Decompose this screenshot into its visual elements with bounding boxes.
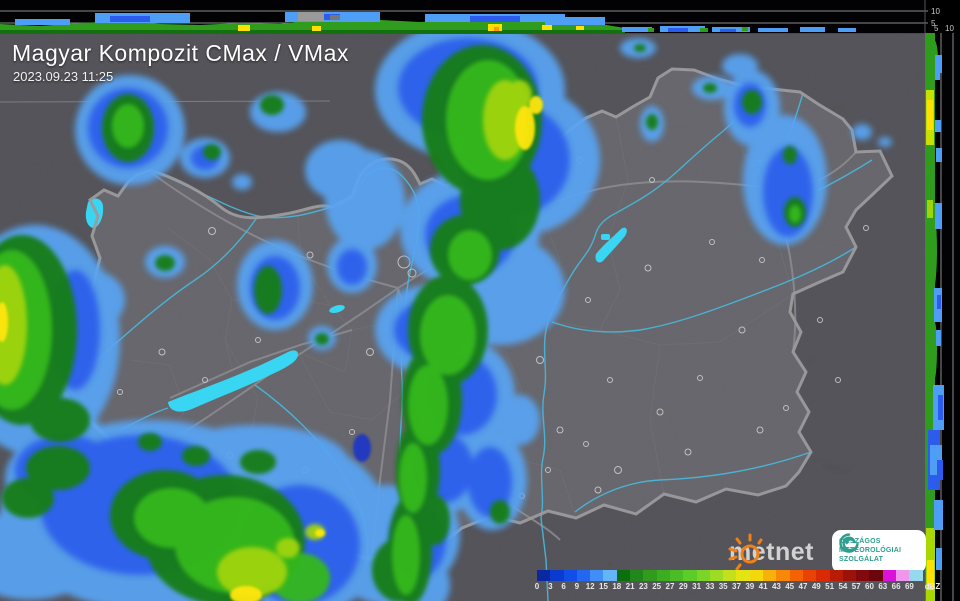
- omsz-spiral-icon: [839, 533, 859, 553]
- lake-ferto: [85, 198, 104, 228]
- dbz-scale-label: 60: [865, 582, 874, 591]
- page-title: Magyar Kompozit CMax / VMax: [12, 40, 349, 66]
- metnet-sun-icon: [728, 533, 763, 571]
- lakes: [85, 198, 627, 412]
- dbz-scale-segment: [563, 570, 577, 581]
- timestamp: 2023.09.23 11:25: [13, 69, 114, 84]
- dbz-scale-label: 29: [678, 582, 688, 591]
- dbz-scale-label: 45: [785, 582, 795, 591]
- precipitation: [0, 33, 892, 601]
- dbz-scale-segment: [776, 570, 790, 581]
- dbz-scale-label: 9: [574, 582, 580, 591]
- dbz-scale-label: 35: [718, 582, 728, 591]
- omsz-logo-text: ORSZÁGOS METEOROLÓGIAI SZOLGÁLAT: [839, 538, 901, 564]
- dbz-scale-label: 47: [798, 582, 808, 591]
- dbz-scale-segment: [842, 570, 857, 581]
- top-cross-section: 10 5: [0, 0, 940, 33]
- dbz-scale-label: 6: [561, 582, 566, 591]
- dbz-scale-label: 54: [838, 582, 848, 591]
- dbz-scale-label: 69: [904, 582, 914, 591]
- lake-balaton: [168, 350, 298, 412]
- dbz-scale-segments: [537, 570, 929, 581]
- dbz-scale-segment: [829, 570, 843, 581]
- dbz-scale-label: 12: [585, 582, 595, 591]
- dbz-scale-segment: [749, 570, 764, 581]
- dbz-scale-segment: [736, 570, 750, 581]
- metnet-logo: metnet: [727, 531, 814, 573]
- dbz-scale-segment: [590, 570, 604, 581]
- dbz-scale-segment: [816, 570, 830, 581]
- dbz-scale-label: 15: [599, 582, 608, 591]
- omsz-line3: SZOLGÁLAT: [839, 555, 884, 563]
- dbz-scale-label: 31: [692, 582, 702, 591]
- dbz-scale-segment: [616, 570, 631, 581]
- map-area: [0, 33, 925, 601]
- dbz-scale-segment: [882, 570, 897, 581]
- dbz-scale-segment: [576, 570, 591, 581]
- omsz-line2: METEOROLÓGIAI: [839, 547, 902, 555]
- dbz-scale-segment: [656, 570, 670, 581]
- dbz-scale-segment: [550, 570, 564, 581]
- dbz-scale-label: 51: [825, 582, 835, 591]
- dbz-scale-label: 23: [638, 582, 648, 591]
- dbz-scale-segment: [789, 570, 803, 581]
- omsz-line1: ORSZÁGOS: [839, 538, 881, 546]
- dbz-scale-segment: [630, 570, 644, 581]
- dbz-scale-segment: [723, 570, 737, 581]
- dbz-scale-segment: [896, 570, 910, 581]
- top-axis-5km: 5: [931, 19, 936, 28]
- dbz-scale-segment: [909, 570, 923, 581]
- right-axis-5km: 5: [934, 24, 939, 33]
- dbz-scale-segment: [643, 570, 657, 581]
- right-axis-10km: 10: [945, 24, 954, 33]
- dbz-scale-label: 21: [625, 582, 635, 591]
- dbz-scale-label: 3: [548, 582, 553, 591]
- dbz-scale-segment: [869, 570, 883, 581]
- dbz-scale-label: 57: [851, 582, 861, 591]
- dbz-scale-segment: [537, 570, 551, 581]
- dbz-scale-label: 25: [652, 582, 662, 591]
- omsz-logo: ORSZÁGOS METEOROLÓGIAI SZOLGÁLAT: [832, 530, 926, 573]
- dbz-scale-label: 41: [758, 582, 768, 591]
- dbz-scale-segment: [763, 570, 777, 581]
- river-tisza: [540, 88, 761, 601]
- lake-tisza: [595, 227, 627, 263]
- dbz-scale-label: 0: [534, 582, 540, 591]
- dbz-scale-segment: [603, 570, 617, 581]
- lake-velence: [329, 305, 345, 313]
- dbz-scale-label: 18: [612, 582, 622, 591]
- dbz-scale-label: 37: [732, 582, 741, 591]
- dbz-scale-segment: [669, 570, 684, 581]
- dbz-scale-label: 49: [811, 582, 821, 591]
- dbz-scale-segment: [802, 570, 817, 581]
- dbz-scale-segment: [709, 570, 724, 581]
- dbz-scale-label: 63: [878, 582, 888, 591]
- dbz-scale-label: 43: [771, 582, 781, 591]
- dbz-scale-label: 66: [891, 582, 901, 591]
- dbz-scale-labels: 0 3 6 9 12 15 18 21 23 25 27 29 31 33 35 37 39 41 43 45 47 49…: [534, 581, 940, 591]
- dbz-scale-unit: dBZ: [924, 582, 941, 591]
- dbz-scale: 0 3 6 9 12 15 18 21 23 25 27 29 31 33 35 37 39 41 43 45 47 49…: [534, 570, 940, 592]
- top-axis-10km: 10: [931, 7, 940, 16]
- dbz-scale-label: 33: [705, 582, 715, 591]
- right-cross-section: 5 10: [924, 0, 960, 601]
- dbz-scale-label: 39: [745, 582, 755, 591]
- dbz-scale-segment: [696, 570, 710, 581]
- dbz-scale-label: 27: [665, 582, 675, 591]
- dbz-scale-segment: [856, 570, 870, 581]
- dbz-scale-segment: [683, 570, 697, 581]
